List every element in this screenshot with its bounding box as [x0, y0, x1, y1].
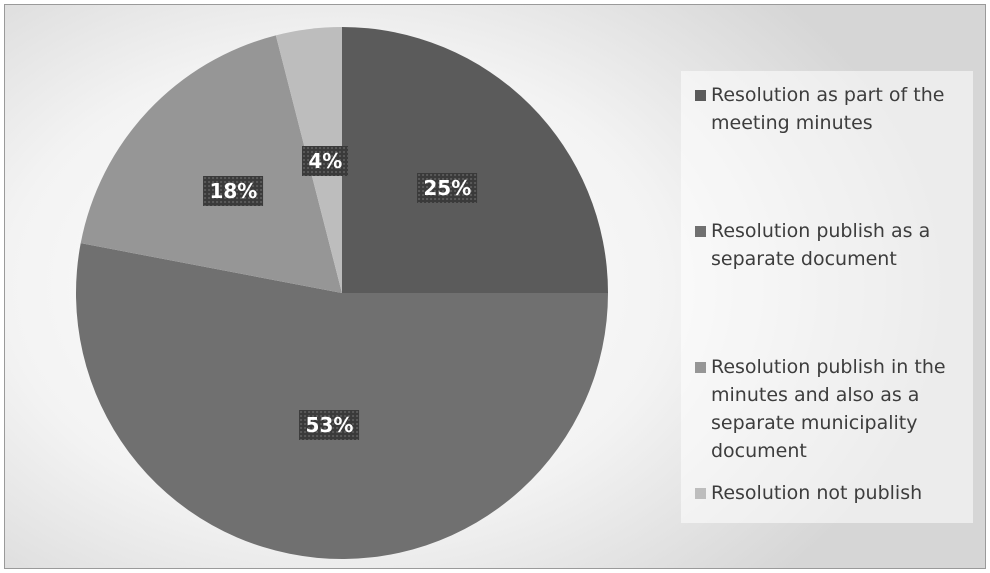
legend: Resolution as part of the meeting minute…	[681, 71, 973, 523]
data-label-minutes: 25%	[417, 172, 478, 203]
data-label-not-publish: 4%	[302, 146, 349, 177]
legend-label: Resolution publish as a separate documen…	[711, 220, 931, 270]
legend-swatch-not-publish	[695, 488, 706, 499]
legend-label: Resolution as part of the meeting minute…	[711, 84, 945, 134]
legend-label: Resolution not publish	[711, 482, 923, 504]
legend-item-minutes: Resolution as part of the meeting minute…	[689, 81, 969, 137]
pie-chart	[76, 27, 608, 559]
pie-slice-minutes	[342, 27, 608, 293]
legend-item-not-publish: Resolution not publish	[689, 479, 969, 507]
data-label-both: 18%	[203, 176, 264, 207]
legend-label: Resolution publish in the minutes and al…	[711, 356, 946, 462]
data-label-separate: 53%	[299, 410, 360, 441]
pie-slice-both	[80, 35, 342, 294]
legend-item-both: Resolution publish in the minutes and al…	[689, 353, 969, 465]
chart-area: 25% 53% 18% 4% Resolution as part of the me…	[4, 4, 986, 569]
legend-swatch-minutes	[695, 90, 706, 101]
legend-swatch-both	[695, 362, 706, 373]
pie-slice-separate	[76, 243, 608, 559]
legend-item-separate: Resolution publish as a separate documen…	[689, 217, 969, 273]
legend-swatch-separate	[695, 226, 706, 237]
